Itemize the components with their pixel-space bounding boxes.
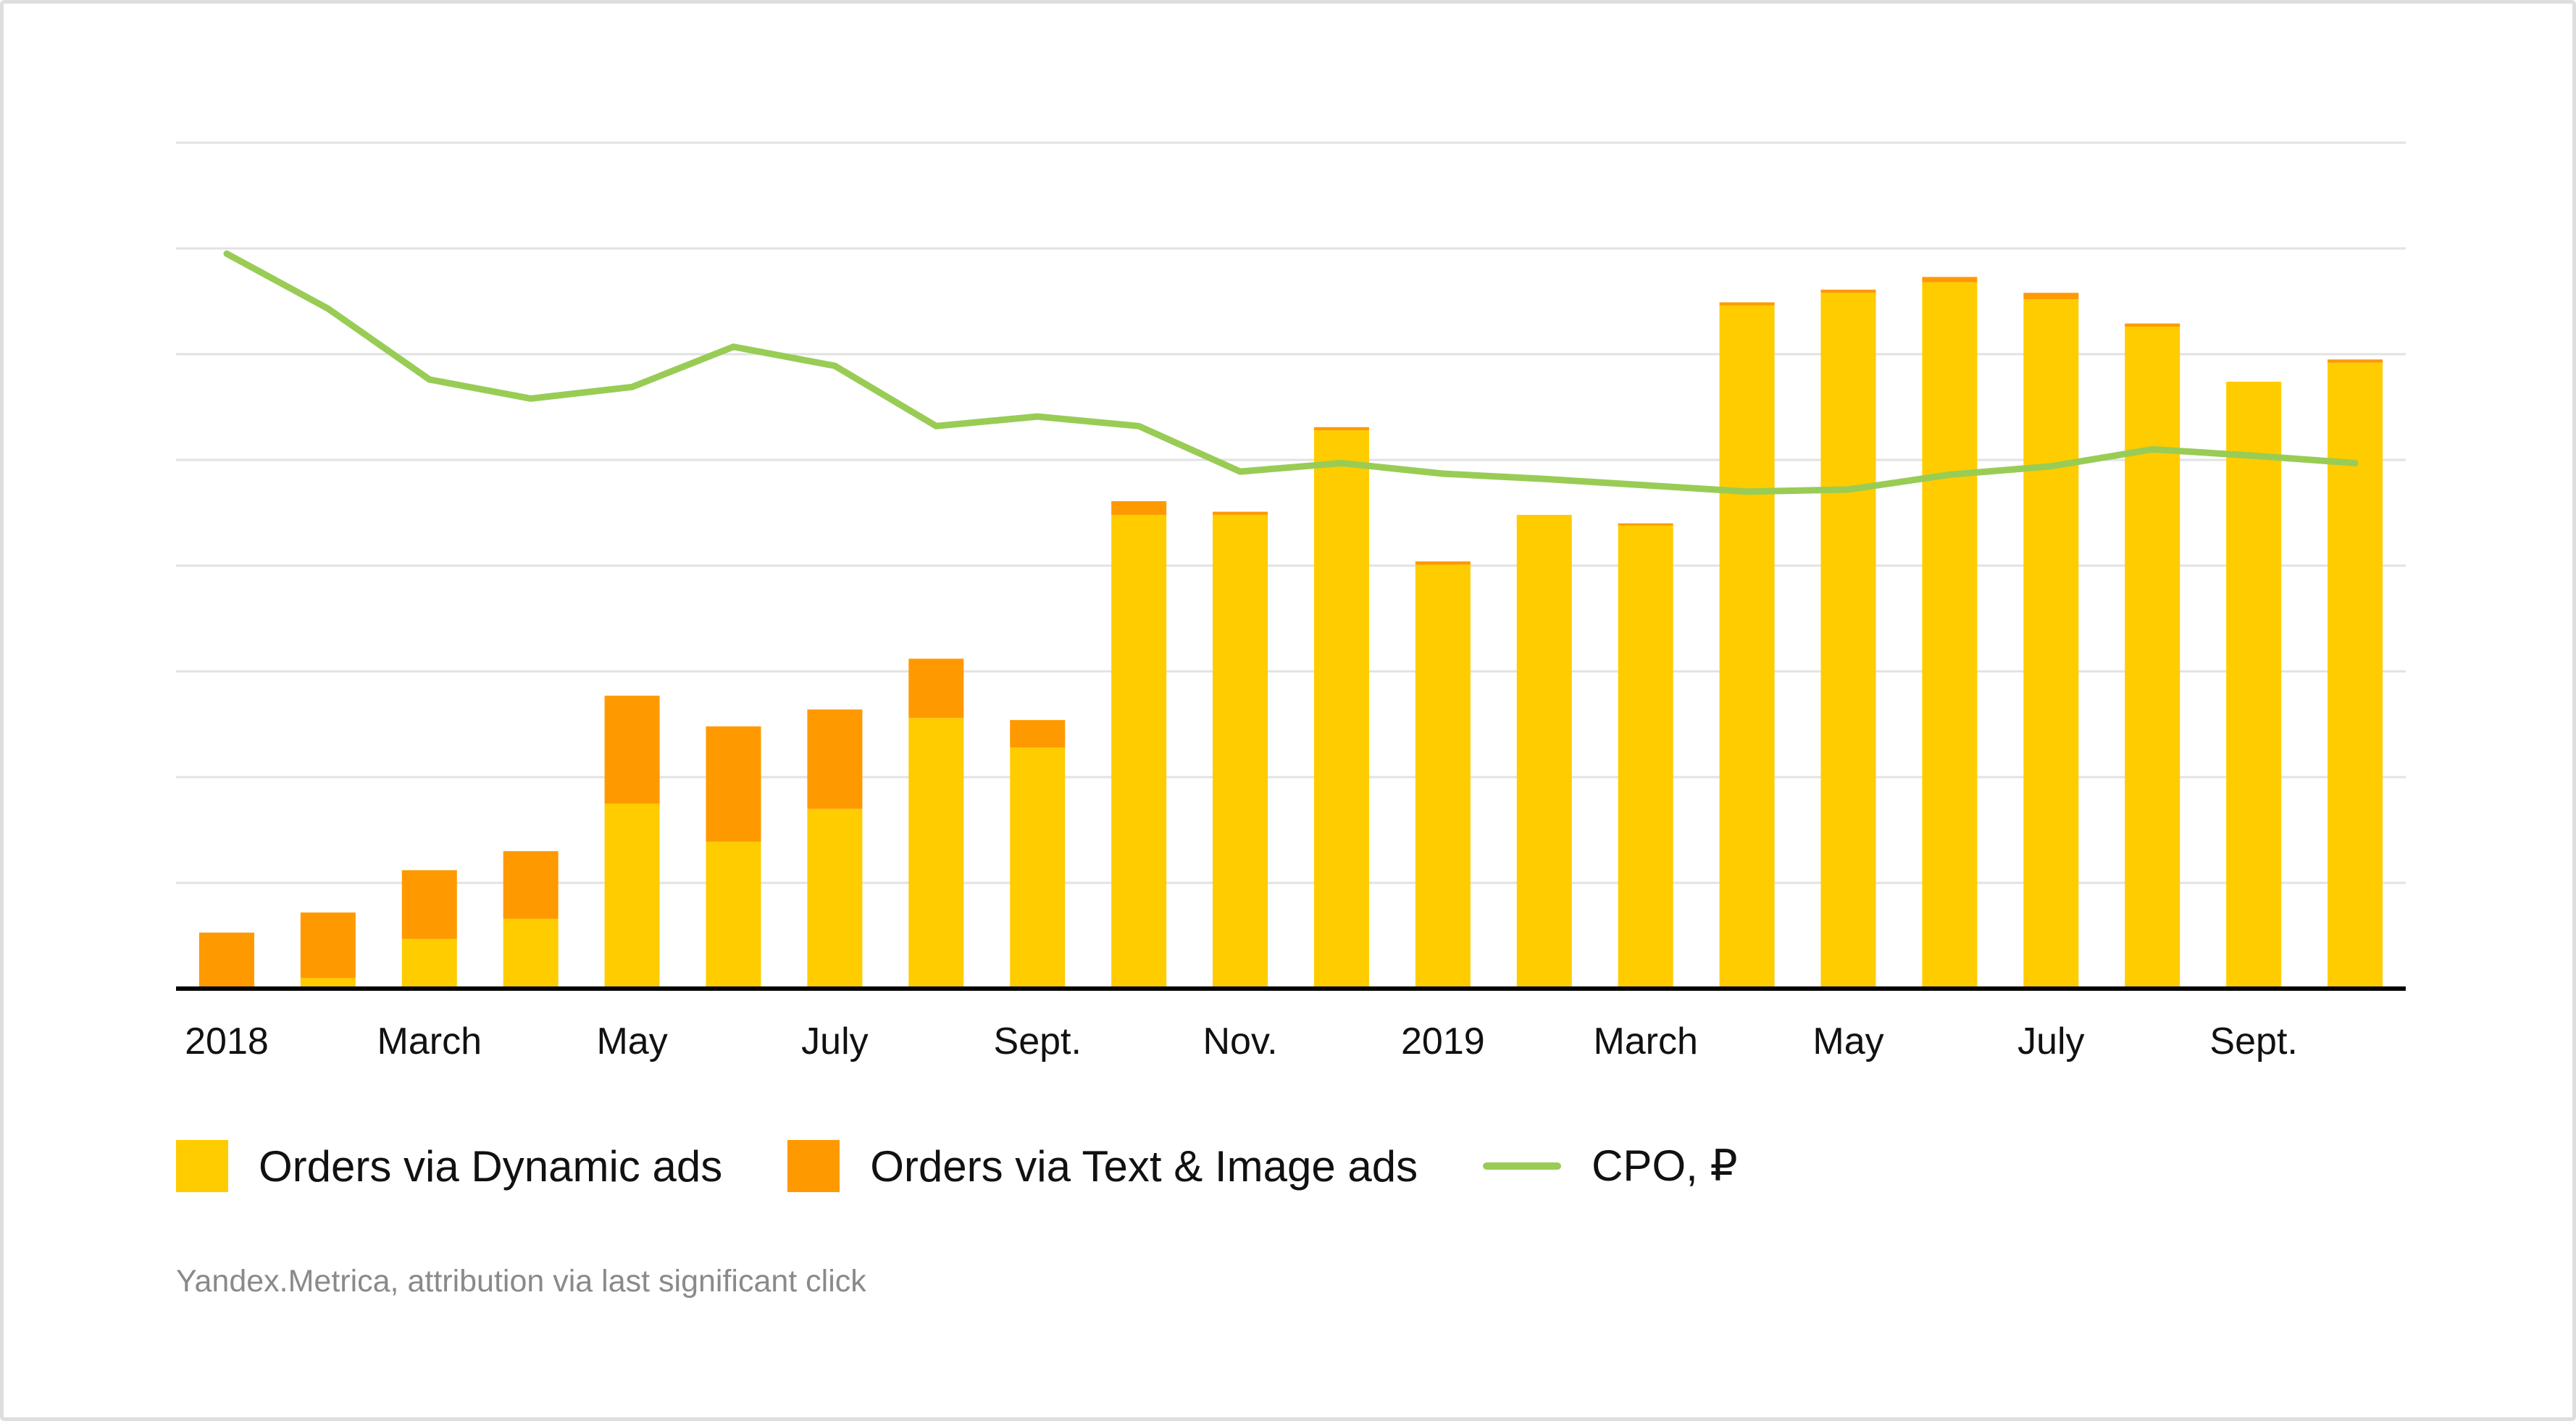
legend: Orders via Dynamic ads Orders via Text &…: [176, 1133, 1803, 1199]
bar-segment-text-image: [198, 932, 254, 989]
bar-segment-dynamic: [401, 939, 457, 989]
bar-segment-text-image: [1111, 500, 1167, 515]
bar-segment-dynamic: [1820, 293, 1876, 989]
bar-segment-dynamic: [1719, 305, 1775, 989]
bar-segment-text-image: [1922, 277, 1978, 282]
bar-segment-text-image: [2125, 323, 2180, 327]
bar-segment-text-image: [2023, 293, 2079, 300]
bar-segment-text-image: [706, 726, 761, 842]
x-tick-label: Sept.: [2209, 1020, 2297, 1062]
x-tick-label: 2019: [1401, 1020, 1485, 1062]
bar-segment-dynamic: [1618, 525, 1673, 989]
bar-segment-dynamic: [300, 978, 356, 989]
cpo-line-layer: [223, 250, 2359, 495]
bar-segment-text-image: [1415, 561, 1471, 565]
bar-segment-text-image: [1618, 523, 1673, 526]
legend-item-dynamic: Orders via Dynamic ads: [176, 1140, 722, 1192]
bar-segment-dynamic: [706, 842, 761, 989]
bar-segment-dynamic: [1313, 430, 1369, 989]
legend-item-cpo: CPO, ₽: [1483, 1141, 1738, 1191]
x-tick-label: May: [1812, 1020, 1883, 1062]
bar-segment-dynamic: [1922, 282, 1978, 989]
bar-segment-dynamic: [604, 803, 660, 989]
cpo-line: [223, 250, 2359, 495]
x-tick-label: Sept.: [994, 1020, 1082, 1062]
x-tick-label: March: [377, 1020, 482, 1062]
bar-segment-text-image: [1313, 427, 1369, 431]
bar-segment-dynamic: [2125, 327, 2180, 989]
bar-segment-text-image: [300, 912, 356, 978]
x-tick-label: March: [1593, 1020, 1697, 1062]
x-tick-label: May: [596, 1020, 667, 1062]
bar-segment-dynamic: [2328, 362, 2383, 989]
bar-segment-text-image: [1213, 511, 1268, 515]
bar-segment-text-image: [401, 870, 457, 939]
bar-segment-text-image: [908, 658, 964, 718]
legend-label-cpo: CPO, ₽: [1592, 1141, 1738, 1190]
legend-item-text-image: Orders via Text & Image ads: [787, 1140, 1418, 1192]
grid-lines: [176, 141, 2406, 884]
legend-swatch-cpo: [1483, 1162, 1562, 1170]
bars: [198, 277, 2383, 989]
bar-segment-text-image: [503, 851, 559, 919]
x-tick-labels: 2018 March May July Sept. Nov. 2019 March May Jul…: [185, 1020, 2298, 1062]
bar-segment-text-image: [1010, 720, 1066, 748]
x-tick-label: Nov.: [1203, 1020, 1278, 1062]
bar-segment-dynamic: [1213, 514, 1268, 989]
bar-segment-dynamic: [1010, 747, 1066, 989]
bar-segment-dynamic: [2226, 381, 2282, 989]
source-note: Yandex.Metrica, attribution via last sig…: [176, 1264, 866, 1299]
bar-segment-text-image: [1820, 289, 1876, 293]
x-tick-label: July: [801, 1020, 868, 1062]
bar-segment-dynamic: [807, 808, 863, 989]
x-tick-label: July: [2017, 1020, 2084, 1062]
bar-segment-text-image: [2328, 359, 2383, 363]
chart-plot: 2018 March May July Sept. Nov. 2019 March May Jul…: [176, 141, 2406, 1062]
legend-label-dynamic: Orders via Dynamic ads: [259, 1141, 723, 1191]
bar-segment-text-image: [807, 709, 863, 809]
bar-segment-dynamic: [908, 718, 964, 989]
legend-swatch-text-image: [787, 1140, 840, 1192]
bar-segment-text-image: [604, 695, 660, 804]
legend-swatch-dynamic: [176, 1140, 228, 1192]
bar-segment-text-image: [1719, 302, 1775, 306]
bar-segment-dynamic: [1516, 514, 1572, 989]
bar-segment-dynamic: [1111, 514, 1167, 989]
x-tick-label: 2018: [185, 1020, 269, 1062]
legend-label-text-image: Orders via Text & Image ads: [870, 1141, 1418, 1191]
bar-segment-dynamic: [2023, 299, 2079, 989]
bar-segment-dynamic: [503, 918, 559, 989]
bar-segment-dynamic: [1415, 564, 1471, 989]
